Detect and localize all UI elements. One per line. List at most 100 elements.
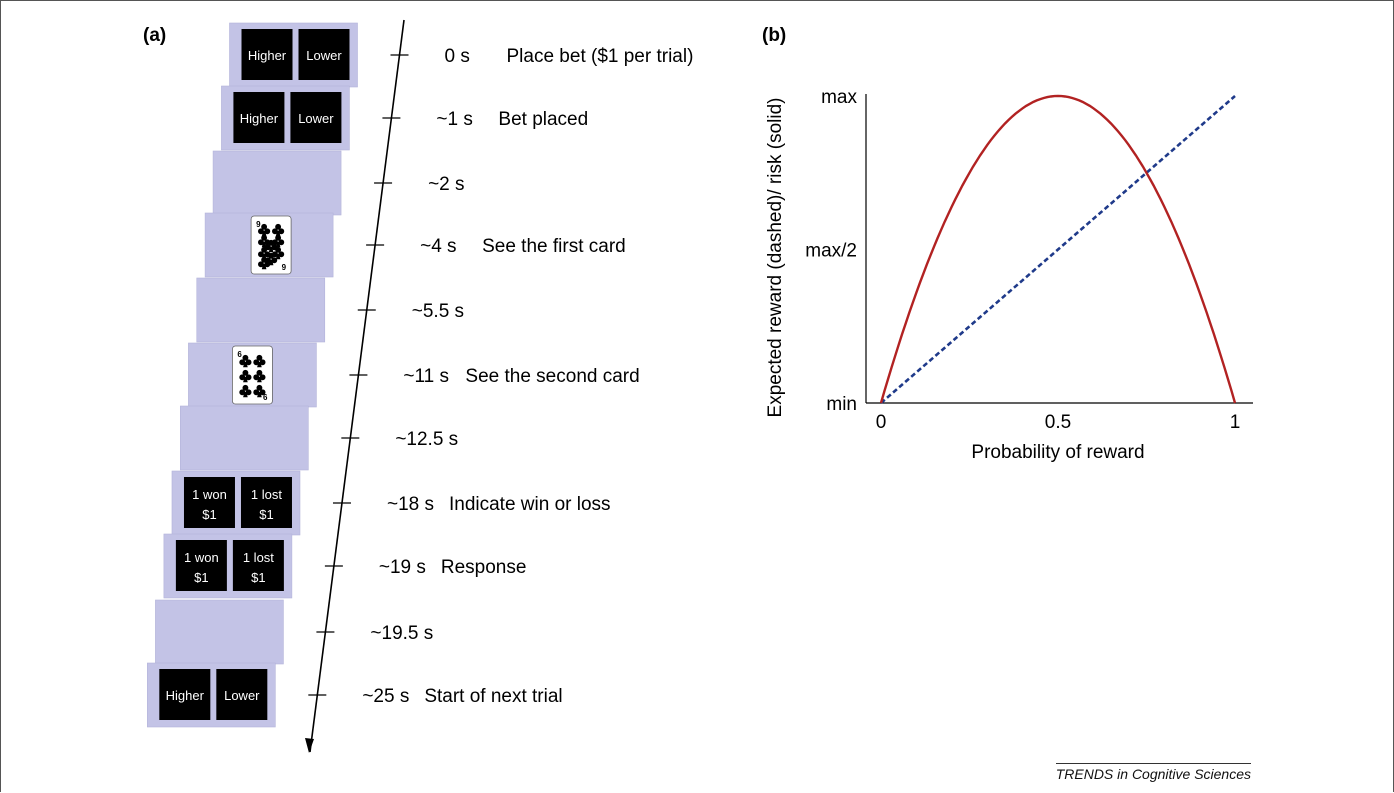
club-lobe [259,374,266,381]
screen-background [155,599,284,665]
club-lobe [278,251,285,258]
time-label: ~18 s [387,494,434,515]
club-lobe [258,228,264,235]
lower-label: Lower [298,111,334,126]
time-label: ~11 s [403,366,449,387]
time-label: ~2 s [428,174,464,195]
y-tick-label: max/2 [805,241,857,262]
button-face [233,92,285,143]
event-label: Start of next trial [424,686,562,707]
screen-background [196,277,326,343]
club-lobe [245,374,252,381]
timeline-step: ~12.5 s [180,405,458,471]
time-label: ~4 s [420,236,456,257]
button-face [240,477,292,528]
y-ticks: min max/2 max [805,87,857,415]
club-lobe [259,389,266,396]
club-lobe [239,389,246,396]
card-rank-top: 6 [237,350,242,359]
club-lobe [264,261,271,268]
timeline-step: ~5.5 s [196,277,464,343]
club-stem [261,242,267,248]
x-ticks: 0 0.5 1 [876,412,1241,433]
card-rank-bottom: 9 [282,263,287,272]
timeline-step: Higher Lower ~25 s Start of next trial [147,662,563,728]
x-tick-label: 0 [876,412,887,433]
club-pip [272,234,285,248]
club-lobe [256,369,263,376]
stimulus-screen-blank [212,150,342,216]
club-lobe [264,228,271,235]
screen-background [180,405,309,471]
playing-card: 66 [232,345,273,405]
playing-card: 99 [250,215,292,275]
event-label: Place bet ($1 per trial) [507,46,694,67]
stimulus-screen-bet: Higher Lower [221,85,350,151]
club-lobe [258,239,264,246]
timeline-step: Higher Lower 0 s Place bet ($1 per trial) [229,22,694,88]
stimulus-screen-card1: 99 [204,212,334,278]
club-lobe [253,389,260,396]
club-pip [272,223,285,237]
club-lobe [275,246,282,253]
lost-label-line1: 1 lost [251,487,282,502]
club-pip [258,223,271,237]
club-lobe [245,389,252,396]
club-lobe [239,359,246,366]
timeline-step: 1 won $1 1 lost $1 ~18 s Indicate win or loss [171,470,611,536]
club-pip [258,256,271,270]
screen-background [212,150,342,216]
event-label: See the second card [465,366,639,387]
higher-button: Higher [233,92,285,143]
lost-label-line1: 1 lost [243,550,274,565]
club-lobe [239,374,246,381]
club-lobe [242,369,249,376]
club-stem [257,377,262,383]
y-axis-label: Expected reward (dashed)/ risk (solid) [765,98,786,418]
club-lobe [261,223,268,230]
club-lobe [278,228,285,235]
time-label: ~1 s [436,109,472,130]
club-stem [268,247,274,253]
button-face [175,540,227,591]
lower-label: Lower [224,688,260,703]
x-tick-label: 1 [1230,412,1241,433]
club-stem [243,362,248,368]
button-face [290,92,342,143]
club-stem [275,242,281,248]
club-pip [272,246,285,260]
panel-b-label: (b) [762,25,786,46]
club-stem [261,264,267,270]
club-lobe [253,374,260,381]
club-pip [253,384,266,398]
higher-button: Higher [159,669,211,720]
button-face [183,477,235,528]
journal-credit: TRENDS in Cognitive Sciences [1055,763,1251,782]
event-label: Bet placed [498,109,588,130]
club-lobe [242,354,249,361]
panel-a-label: (a) [143,25,166,46]
button-face [241,29,293,80]
stimulus-screen-result: 1 won $1 1 lost $1 [163,533,293,599]
won-label-line2: $1 [202,507,216,522]
timeline-step: Higher Lower ~1 s Bet placed [221,85,588,151]
lost-button: 1 lost $1 [232,540,284,591]
button-face [232,540,284,591]
club-lobe [258,261,264,268]
club-stem [275,231,281,237]
club-stem [243,392,248,398]
timeline-step: 99~4 s See the first card [204,212,626,278]
club-stem [243,377,248,383]
club-lobe [275,223,282,230]
club-lobe [253,359,260,366]
y-tick-label: max [821,87,857,108]
club-lobe [242,384,249,391]
stimulus-screen-bet: Higher Lower [147,662,276,728]
lower-button: Lower [216,669,268,720]
club-lobe [268,239,275,246]
club-lobe [268,252,275,259]
series-layer [879,94,1237,404]
timeline-step: ~2 s [212,150,465,216]
club-stem [261,231,267,237]
club-pip [239,384,252,398]
